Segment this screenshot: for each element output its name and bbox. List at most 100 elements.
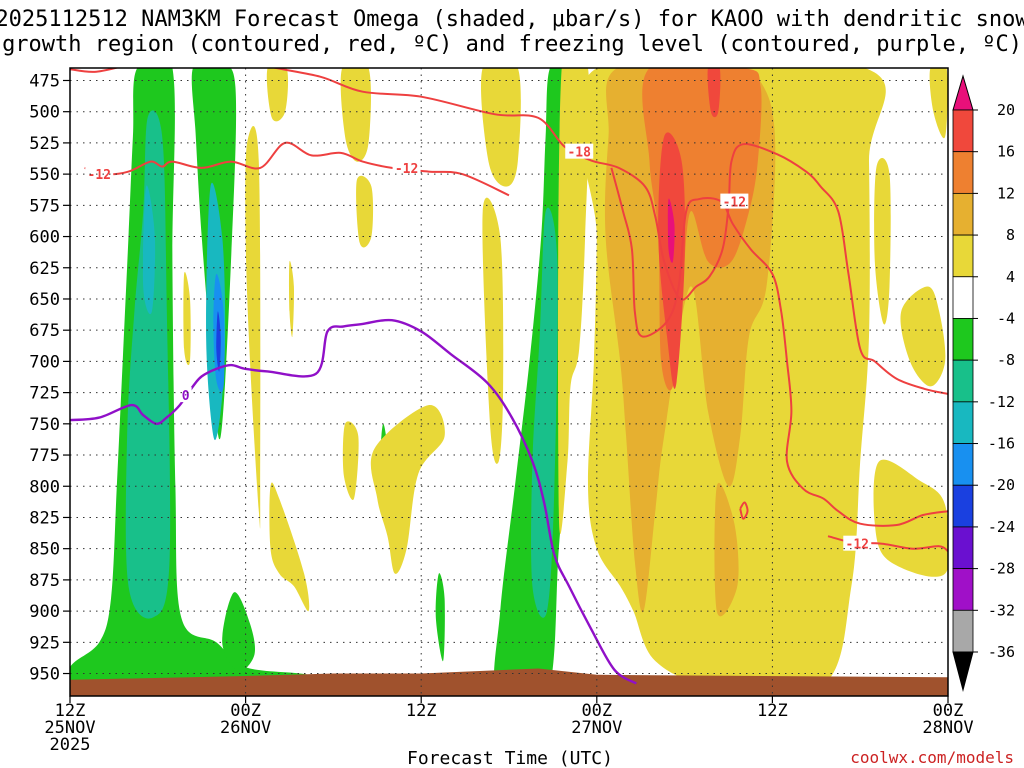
freezing-level-contour bbox=[70, 318, 637, 685]
omega-region-30 bbox=[810, 291, 847, 599]
omega-region-25 bbox=[557, 68, 590, 534]
contour-layer: -12 -12 -18 -12 -12 0 bbox=[70, 68, 948, 685]
colorbar-bin bbox=[952, 234, 974, 278]
colorbar-label: -8 bbox=[997, 351, 1015, 369]
contour-label: 0 bbox=[182, 389, 190, 404]
omega-region-8 bbox=[531, 207, 558, 618]
dgz-contour-0 bbox=[70, 68, 120, 73]
omega-region-27 bbox=[900, 286, 946, 387]
colorbar-label: -12 bbox=[988, 393, 1015, 411]
omega-region-7 bbox=[125, 110, 171, 619]
contour-label: -12 bbox=[846, 538, 869, 553]
y-tick-label: 725 bbox=[29, 384, 60, 404]
grid-lines bbox=[70, 68, 948, 696]
x-tick-label: 28NOV bbox=[922, 718, 973, 738]
omega-region-15 bbox=[340, 68, 371, 162]
omega-region-18 bbox=[245, 126, 261, 529]
x-tick-label: 00Z bbox=[933, 701, 964, 721]
omega-region-29 bbox=[873, 459, 948, 577]
y-tick-label: 950 bbox=[29, 665, 60, 685]
colorbar-label: 16 bbox=[997, 143, 1015, 161]
omega-region-14 bbox=[481, 68, 521, 187]
x-tick-label: 00Z bbox=[230, 701, 261, 721]
x-tick-label: 12Z bbox=[55, 701, 86, 721]
title-line-2: growth region (contoured, red, ºC) and f… bbox=[2, 32, 1022, 57]
omega-region-23 bbox=[370, 404, 445, 574]
colorbar-label: -24 bbox=[988, 518, 1015, 536]
dgz-contour-5 bbox=[739, 501, 749, 520]
y-tick-label: 500 bbox=[29, 103, 60, 123]
y-tick-label: 875 bbox=[29, 571, 60, 591]
plot-area bbox=[70, 68, 948, 696]
omega-region-37 bbox=[667, 198, 675, 263]
contour-label-bg bbox=[85, 166, 114, 182]
colorbar-bin bbox=[952, 359, 974, 403]
colorbar-bin bbox=[952, 568, 974, 611]
x-tick-label: 12Z bbox=[757, 701, 788, 721]
colorbar-bottom-arrow bbox=[952, 651, 974, 692]
colorbar-label: 20 bbox=[997, 101, 1015, 119]
y-tick-label: 700 bbox=[29, 352, 60, 372]
colorbar-top-arrow bbox=[952, 74, 974, 111]
colorbar-label: -32 bbox=[988, 601, 1015, 619]
contour-label-bg bbox=[392, 159, 421, 175]
colorbar-label: -20 bbox=[988, 476, 1015, 494]
contour-label: -12 bbox=[88, 168, 111, 183]
y-tick-label: 575 bbox=[29, 196, 60, 216]
contour-label: -12 bbox=[723, 196, 746, 211]
dgz-contour-2 bbox=[271, 68, 948, 395]
y-tick-label: 675 bbox=[29, 321, 60, 341]
x-tick-label: 26NOV bbox=[220, 718, 271, 738]
y-tick-label: 750 bbox=[29, 415, 60, 435]
omega-region-16 bbox=[266, 68, 289, 122]
contour-label-bg bbox=[843, 535, 872, 551]
y-tick-label: 925 bbox=[29, 633, 60, 653]
colorbar-bin bbox=[952, 609, 974, 653]
colorbar-bin bbox=[952, 109, 974, 153]
omega-region-4 bbox=[435, 573, 445, 662]
omega-region-36 bbox=[707, 68, 721, 118]
colorbar-bin bbox=[952, 401, 974, 444]
x-tick-label: 2025 bbox=[50, 735, 91, 755]
y-axis: 475 500 525 550 575 600 625 650 675 700 725 750 775 8… bbox=[29, 71, 70, 685]
colorbar-label: 4 bbox=[1006, 268, 1015, 286]
omega-region-19 bbox=[269, 482, 310, 612]
contour-label: -18 bbox=[567, 146, 591, 161]
colorbar-label: -4 bbox=[997, 309, 1015, 327]
y-tick-label: 775 bbox=[29, 446, 60, 466]
y-tick-label: 550 bbox=[29, 165, 60, 185]
y-tick-label: 900 bbox=[29, 602, 60, 622]
omega-region-22 bbox=[342, 421, 359, 500]
colorbar-bin bbox=[952, 318, 974, 361]
contour-label-bg bbox=[179, 387, 192, 403]
plot-frame bbox=[69, 67, 949, 697]
y-tick-label: 850 bbox=[29, 540, 60, 560]
colorbar-bin bbox=[952, 443, 974, 486]
credit-text[interactable]: coolwx.com/models bbox=[850, 748, 1014, 767]
colorbar-bin bbox=[952, 151, 974, 194]
y-tick-label: 625 bbox=[29, 259, 60, 279]
x-tick-label: 00Z bbox=[581, 701, 612, 721]
x-tick-label: 27NOV bbox=[571, 718, 622, 738]
y-tick-label: 525 bbox=[29, 134, 60, 154]
terrain bbox=[70, 668, 948, 696]
colorbar-label: 8 bbox=[1006, 226, 1015, 244]
omega-region-21 bbox=[183, 271, 191, 366]
colorbar-bin bbox=[952, 192, 974, 236]
contour-label: -12 bbox=[395, 162, 418, 177]
omega-region-32 bbox=[714, 482, 739, 617]
y-tick-label: 600 bbox=[29, 228, 60, 248]
colorbar-bin bbox=[952, 276, 974, 319]
colorbar-label: -36 bbox=[988, 643, 1015, 661]
omega-region-28 bbox=[929, 68, 948, 139]
colorbar-label: 12 bbox=[997, 184, 1015, 202]
contour-label-bg bbox=[565, 143, 594, 159]
colorbar-label: -16 bbox=[988, 435, 1015, 453]
y-tick-label: 800 bbox=[29, 477, 60, 497]
x-tick-label: 12Z bbox=[406, 701, 437, 721]
colorbar-label: -28 bbox=[988, 560, 1015, 578]
x-axis-label: Forecast Time (UTC) bbox=[407, 748, 613, 768]
y-tick-label: 650 bbox=[29, 290, 60, 310]
